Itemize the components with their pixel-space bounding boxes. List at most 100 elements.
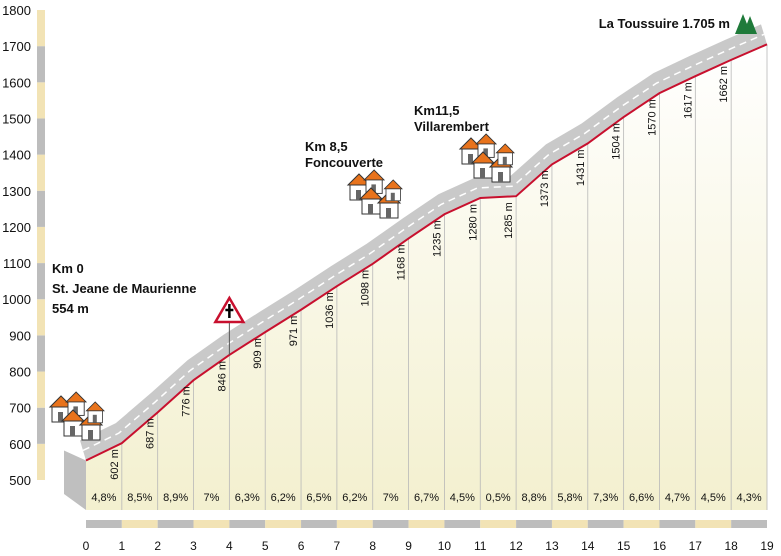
gradient-labels: 4,8% 8,5% 8,9% 7% 6,3% 6,2% 6,5% 6,2% 7% 6,7% 4,5%… (91, 492, 761, 504)
elevation-labels: 602 m 687 m 776 m 846 m 909 m 971 m 1036 m 1098… (109, 66, 730, 480)
x-tick-label: 15 (617, 539, 631, 553)
x-axis-segment (157, 520, 194, 528)
x-tick-label: 18 (724, 539, 738, 553)
gradient-label: 6,5% (306, 492, 331, 504)
x-axis-segment (229, 520, 266, 528)
y-axis-segment (37, 82, 45, 119)
y-axis-segment (37, 335, 45, 372)
house-icon (65, 391, 88, 416)
x-axis-segment (444, 520, 481, 528)
elevation-label: 1098 m (360, 270, 372, 307)
x-axis: 0 1 2 3 4 5 6 7 8 9 10 11 12 13 14 15 16 17 18 19 (83, 520, 774, 553)
x-tick-label: 5 (262, 539, 269, 553)
x-tick-label: 6 (298, 539, 305, 553)
elevation-label: 1280 m (467, 204, 479, 241)
x-tick-label: 4 (226, 539, 233, 553)
y-axis-segment (37, 10, 45, 47)
x-axis-segment (551, 520, 588, 528)
x-tick-label: 17 (689, 539, 703, 553)
x-tick-label: 10 (438, 539, 452, 553)
elevation-label: 1570 m (646, 99, 658, 136)
profile-line (85, 43, 768, 462)
annotations: Km 0 St. Jeane de Maurienne 554 m Km 8,5Fon… (52, 16, 730, 316)
gradient-label: 7% (203, 492, 219, 504)
elevation-label: 1431 m (575, 149, 587, 186)
x-tick-label: 3 (190, 539, 197, 553)
house-icon (470, 151, 496, 179)
y-tick-label: 1800 (2, 3, 31, 18)
y-axis-segment (37, 407, 45, 444)
x-axis-segment (193, 520, 230, 528)
warning-sign-icon (213, 295, 246, 355)
elevation-label: 1617 m (682, 82, 694, 119)
x-tick-label: 1 (118, 539, 125, 553)
house-icon (383, 179, 403, 202)
y-axis-bar: 500 600 700 800 900 1000 1100 1200 1300 1400 1500 1… (2, 3, 45, 488)
y-tick-label: 700 (9, 401, 31, 416)
elevation-label: 602 m (109, 449, 121, 480)
profile-line-group (85, 43, 768, 462)
x-tick-label: 16 (653, 539, 667, 553)
y-axis-segment (37, 371, 45, 408)
x-axis-segment (301, 520, 337, 528)
elevation-label: 971 m (288, 316, 300, 347)
y-axis-segment (37, 46, 45, 83)
start-annotation: Km 0 (52, 261, 84, 276)
y-tick-label: 900 (9, 328, 31, 343)
gradient-label: 4,7% (665, 492, 690, 504)
x-tick-label: 19 (760, 539, 774, 553)
house-icon (495, 143, 515, 166)
gradient-label: 6,2% (271, 492, 296, 504)
x-tick-label: 7 (334, 539, 341, 553)
x-axis-segment (336, 520, 373, 528)
x-axis-segment (587, 520, 624, 528)
house-icon (475, 133, 498, 158)
elevation-label: 1285 m (503, 202, 515, 239)
house-cluster-icon (458, 133, 515, 183)
village-annotation: Km 8,5 (305, 139, 348, 154)
start-annotation: 554 m (52, 301, 89, 316)
gradient-label: 6,3% (235, 492, 260, 504)
x-axis-segment (731, 520, 767, 528)
y-tick-label: 500 (9, 473, 31, 488)
y-axis-segment (37, 443, 45, 480)
x-axis-segment (121, 520, 158, 528)
house-icon (358, 187, 384, 215)
gradient-label: 0,5% (486, 492, 511, 504)
pine-trees-icon (735, 14, 757, 34)
gradient-label: 8,9% (163, 492, 188, 504)
x-tick-label: 2 (154, 539, 161, 553)
house-icon (85, 401, 105, 424)
y-tick-label: 1200 (2, 220, 31, 235)
y-tick-label: 1700 (2, 39, 31, 54)
y-tick-label: 800 (9, 365, 31, 380)
elevation-label: 1373 m (539, 170, 551, 207)
x-tick-label: 11 (474, 539, 487, 553)
y-tick-label: 1300 (2, 184, 31, 199)
x-axis-segment (695, 520, 732, 528)
x-axis-segment (516, 520, 552, 528)
elevation-label: 909 m (252, 338, 264, 369)
elevation-label: 846 m (216, 361, 228, 392)
house-cluster-icon (346, 169, 403, 219)
profile-area (86, 44, 767, 510)
x-tick-label: 14 (581, 539, 595, 553)
gradient-label: 7% (383, 492, 399, 504)
icons (48, 14, 757, 441)
road-band-shape (80, 24, 767, 461)
y-axis-segment (37, 190, 45, 227)
house-icon (363, 169, 386, 194)
elevation-label: 1235 m (431, 220, 443, 257)
gradient-label: 6,6% (629, 492, 654, 504)
finish-annotation: La Toussuire 1.705 m (599, 16, 730, 31)
y-axis-segment (37, 299, 45, 336)
y-tick-label: 1400 (2, 148, 31, 163)
gradient-label: 8,5% (127, 492, 152, 504)
gradient-label: 6,7% (414, 492, 439, 504)
profile-fill (86, 44, 767, 510)
y-axis-segment (37, 118, 45, 155)
y-tick-label: 1600 (2, 75, 31, 90)
x-axis-segment (408, 520, 445, 528)
x-axis-segment (659, 520, 696, 528)
